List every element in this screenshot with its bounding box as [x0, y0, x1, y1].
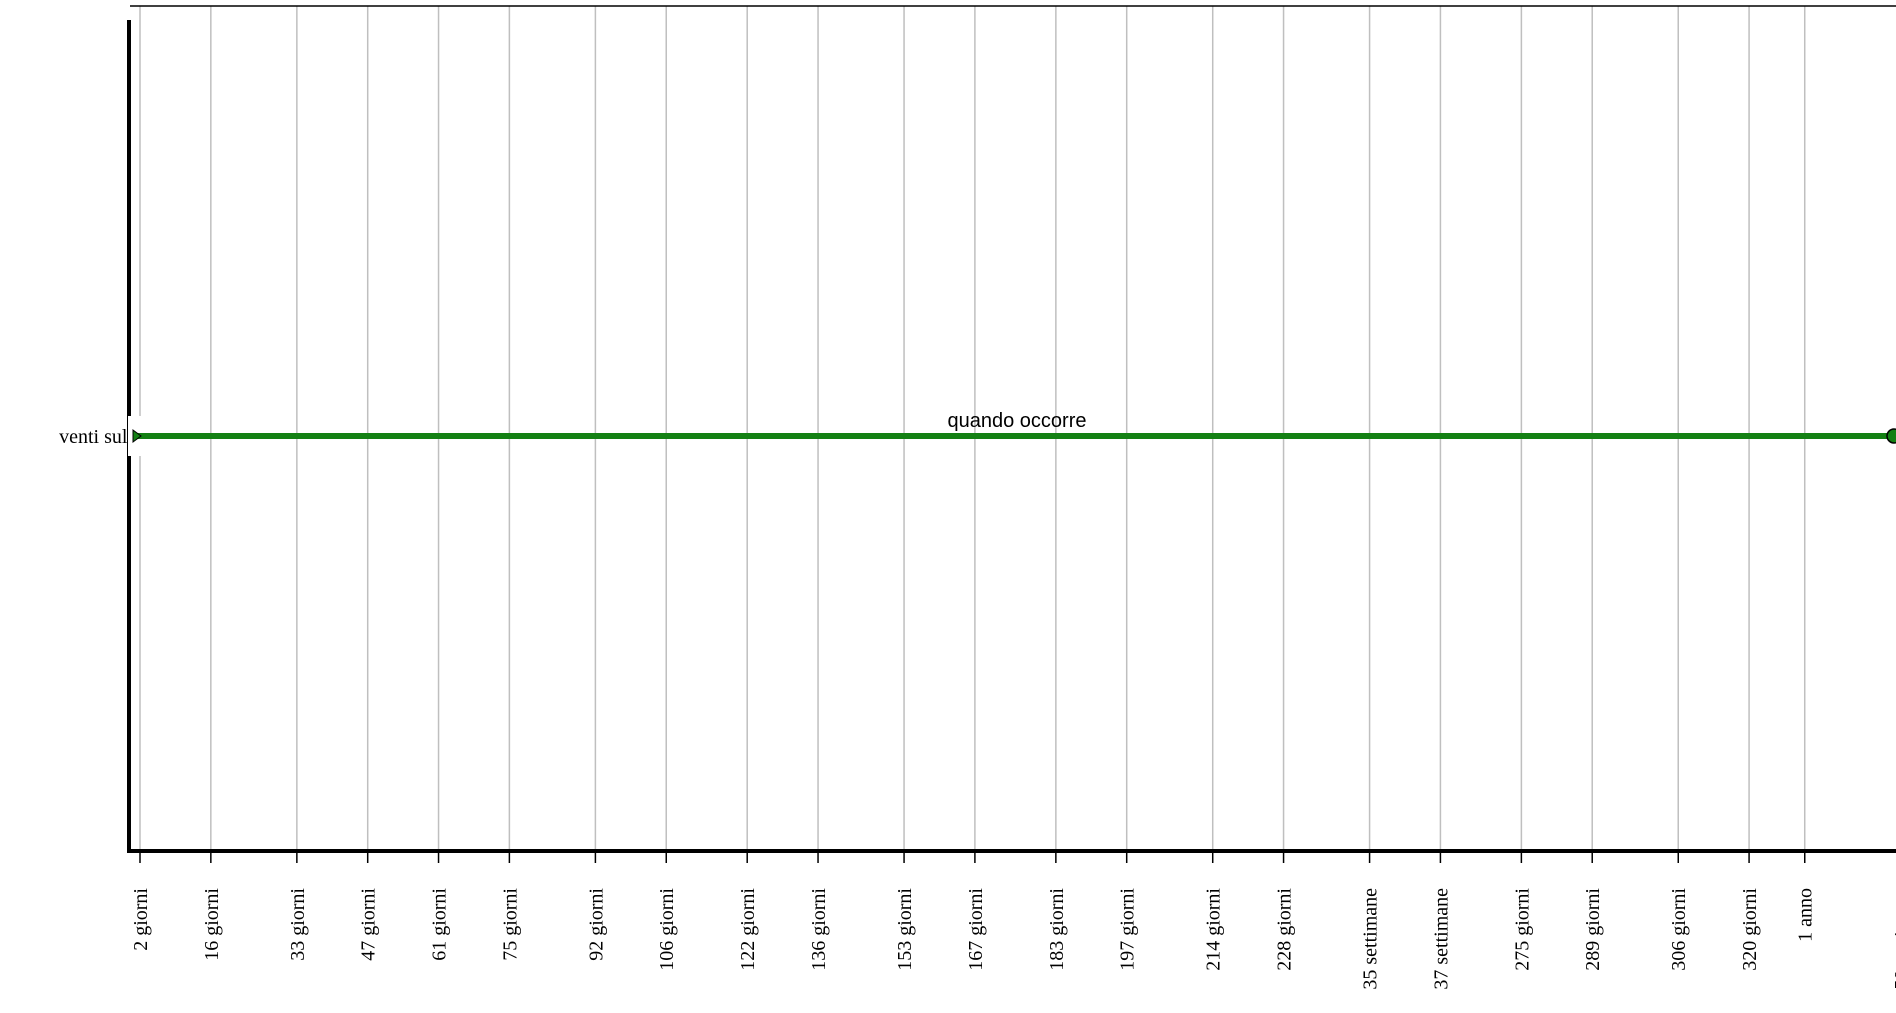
x-tick-label: 320 giorni	[1739, 888, 1761, 971]
bar-end-marker	[1886, 428, 1896, 444]
x-tick-label: 37 settimane	[1430, 888, 1452, 990]
grid-lines	[139, 6, 1806, 851]
x-tick-label: 167 giorni	[965, 888, 987, 971]
x-tick-label: 122 giorni	[737, 888, 759, 971]
x-tick-label: 197 giorni	[1117, 888, 1139, 971]
x-axis-ticks	[139, 851, 1806, 863]
x-tick-label: 33 giorni	[287, 888, 309, 961]
x-tick-label: 50 settimane	[1891, 888, 1896, 990]
x-tick-label: 214 giorni	[1203, 888, 1225, 971]
x-tick-label: 289 giorni	[1582, 888, 1604, 971]
row-label: venti sull...	[59, 426, 148, 448]
x-tick-label: 35 settimane	[1360, 888, 1382, 990]
x-tick-label: 136 giorni	[808, 888, 830, 971]
x-tick-label: 153 giorni	[894, 888, 916, 971]
x-tick-label: 75 giorni	[499, 888, 521, 961]
x-tick-label: 228 giorni	[1274, 888, 1296, 971]
timeline-rows: venti sull... quando occorre	[59, 410, 1896, 456]
x-tick-label: 61 giorni	[429, 888, 451, 961]
x-tick-label: 106 giorni	[656, 888, 678, 971]
x-tick-label: 2 giorni	[130, 888, 152, 951]
x-tick-label: 1 anno	[1795, 888, 1817, 942]
x-tick-label: 183 giorni	[1046, 888, 1068, 971]
x-tick-label: 16 giorni	[201, 888, 223, 961]
bar-start-marker	[132, 429, 142, 443]
x-tick-label: 306 giorni	[1668, 888, 1690, 971]
bar-label: quando occorre	[948, 410, 1087, 432]
x-tick-label: 275 giorni	[1511, 888, 1533, 971]
x-tick-label: 47 giorni	[358, 888, 380, 961]
x-tick-label: 92 giorni	[585, 888, 607, 961]
x-axis-tick-labels: 2 giorni 16 giorni 33 giorni 47 giorni 61 gi…	[130, 888, 1896, 990]
